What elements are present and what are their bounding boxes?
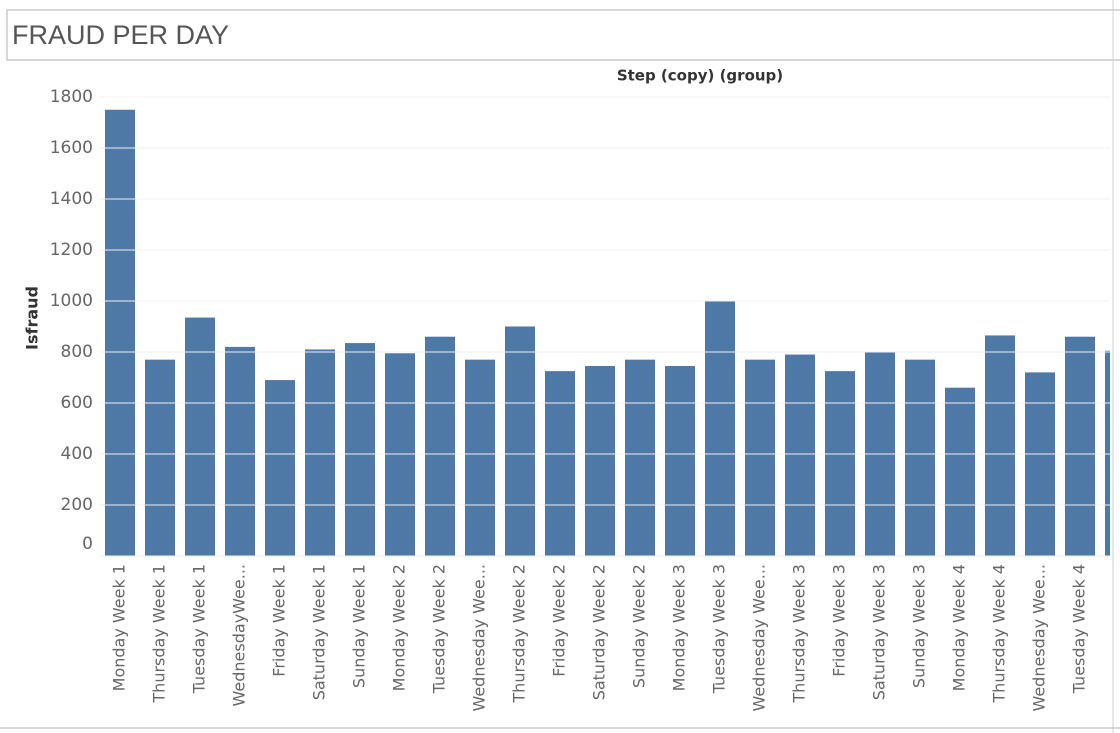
- y-tick-label: 0: [82, 534, 93, 554]
- x-tick-label: Thursday Week 1: [150, 564, 169, 704]
- bar: [465, 359, 495, 556]
- bar: [705, 301, 735, 556]
- x-tick-label: Monday Week 2: [390, 564, 409, 691]
- bar: [785, 354, 815, 556]
- y-tick-label: 1400: [50, 189, 93, 209]
- x-tick-label: Sunday Week 1: [350, 564, 369, 688]
- bar: [945, 387, 975, 556]
- y-tick-label: 800: [61, 342, 93, 362]
- bar: [665, 366, 695, 556]
- bar: [585, 366, 615, 556]
- title-box: [6, 9, 1120, 61]
- bar: [425, 336, 455, 556]
- bar: [1065, 336, 1095, 556]
- x-tick-label: Thursday Week 3: [790, 564, 809, 704]
- y-tick-label: 400: [61, 444, 93, 464]
- x-tick-label: Tuesday Week 1: [190, 564, 209, 694]
- x-tick-label: Friday Week 3: [830, 564, 849, 677]
- x-tick-label: Saturday Week 1: [310, 564, 329, 700]
- x-tick-label: Saturday Week 2: [590, 564, 609, 700]
- y-tick-label: 600: [61, 393, 93, 413]
- x-tick-label: WednesdayWee...: [230, 564, 249, 706]
- bar: [305, 349, 335, 556]
- x-tick-label: Thursday Week 2: [510, 564, 529, 704]
- x-tick-label: Saturday Week 3: [870, 564, 889, 700]
- bar: [145, 359, 175, 556]
- y-tick-label: 1200: [50, 240, 93, 260]
- x-tick-label: Monday Week 3: [670, 564, 689, 691]
- x-tick-label: Sunday Week 2: [630, 564, 649, 688]
- y-axis-title: Isfraud: [23, 286, 42, 350]
- x-tick-label: Sunday Week 3: [910, 564, 929, 688]
- bar: [825, 371, 855, 556]
- y-tick-label: 200: [61, 495, 93, 515]
- bar: [225, 346, 255, 556]
- x-tick-label: Tuesday Week 3: [710, 564, 729, 694]
- bar: [385, 353, 415, 556]
- bar: [105, 109, 135, 556]
- bar: [545, 371, 575, 556]
- y-tick-label: 1600: [50, 138, 93, 158]
- y-tick-label: 1800: [50, 87, 93, 107]
- bar: [905, 359, 935, 556]
- x-tick-label: Wednesday Wee...: [750, 564, 769, 712]
- bar: [265, 380, 295, 556]
- bar: [505, 326, 535, 556]
- plot: [105, 109, 1110, 556]
- x-tick-label: Wednesday Wee...: [1030, 564, 1049, 712]
- y-tick-label: 1000: [50, 291, 93, 311]
- x-tick-label: Friday Week 2: [550, 564, 569, 677]
- bar: [185, 317, 215, 556]
- chart-title: FRAUD PER DAY: [12, 20, 229, 50]
- bar: [1105, 350, 1110, 556]
- bar: [985, 335, 1015, 556]
- x-tick-label: Wednesday Wee...: [470, 564, 489, 712]
- x-tick-label: Monday Week 1: [110, 564, 129, 691]
- x-tick-label: Friday Week 1: [270, 564, 289, 677]
- bar: [745, 359, 775, 556]
- bar: [1025, 372, 1055, 556]
- x-tick-label: Tuesday Week 4: [1070, 564, 1089, 694]
- bar: [625, 359, 655, 556]
- x-tick-label: Thursday Week 4: [990, 564, 1009, 704]
- x-tick-label: Tuesday Week 2: [430, 564, 449, 694]
- bar: [345, 343, 375, 556]
- x-tick-label: Monday Week 4: [950, 564, 969, 691]
- column-header: Step (copy) (group): [617, 67, 783, 85]
